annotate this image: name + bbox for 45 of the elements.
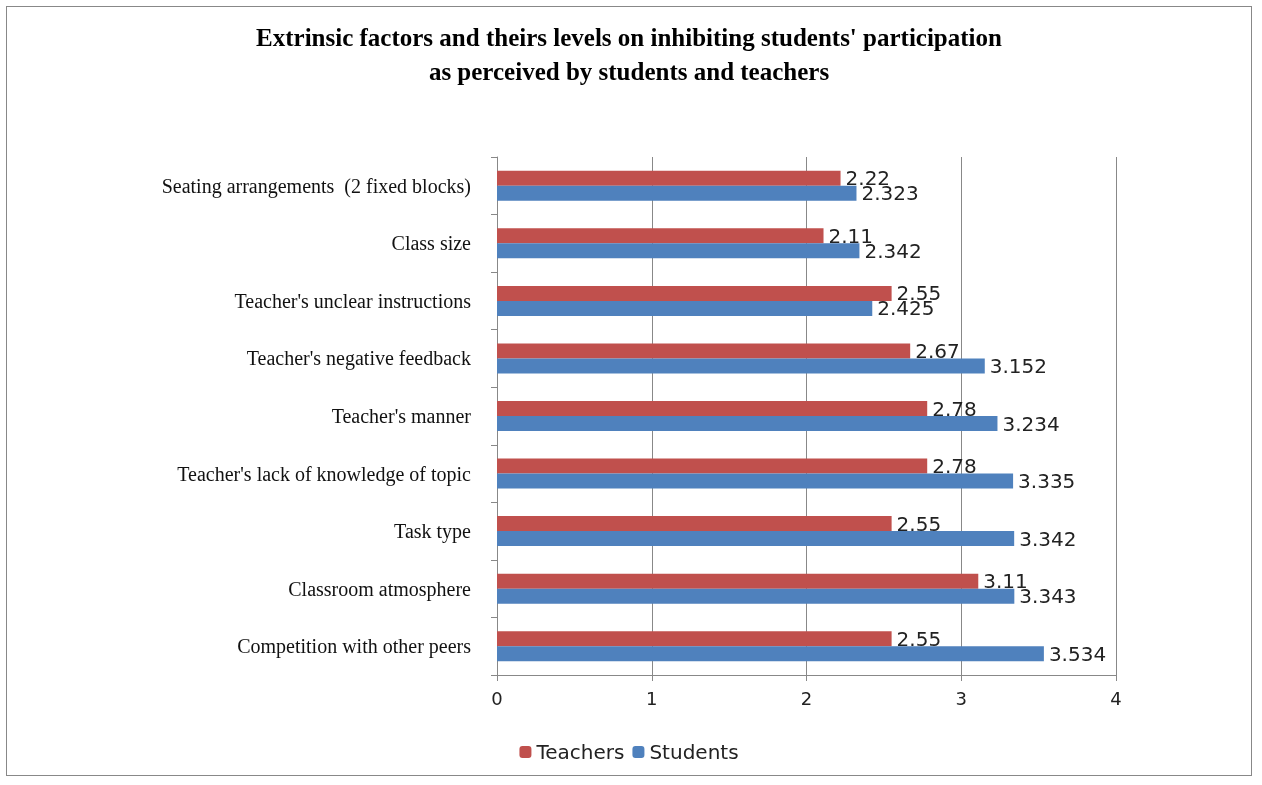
bar <box>497 228 824 244</box>
bar <box>497 358 985 374</box>
y-tick-label: Classroom atmosphere <box>288 577 472 601</box>
bar <box>497 531 1015 547</box>
bar <box>497 516 892 532</box>
x-tick-label: 2 <box>800 687 813 709</box>
y-tick-label: Teacher's unclear instructions <box>234 289 472 312</box>
y-tick-label: Task type <box>394 520 472 544</box>
bar <box>497 573 979 589</box>
bar <box>497 646 1044 662</box>
chart-title: Extrinsic factors and theirs levels on inhibiting students' participation as perceived by students and teachers <box>256 23 1003 85</box>
x-tick-label: 4 <box>1110 687 1122 709</box>
y-tick-label: Competition with other peers <box>237 635 472 659</box>
data-label: 2.55 <box>896 626 942 651</box>
bar <box>497 300 873 316</box>
y-tick-label: Teacher's negative feedback <box>246 347 471 371</box>
bar <box>497 458 928 474</box>
bar <box>497 243 860 259</box>
y-tick-label: Teacher's manner <box>331 405 472 427</box>
bar <box>497 343 911 359</box>
y-tick-label: Class size <box>391 232 472 255</box>
data-label: 3.152 <box>989 353 1048 378</box>
legend-label: Teachers <box>535 740 625 764</box>
x-tick-label: 3 <box>955 687 967 709</box>
data-label: 2.55 <box>896 511 942 536</box>
bar <box>497 185 857 201</box>
bar <box>497 588 1015 604</box>
x-tick-label: 0 <box>491 687 503 709</box>
data-label: 3.335 <box>1018 469 1076 494</box>
data-label: 2.78 <box>932 454 977 479</box>
bar <box>497 631 892 647</box>
y-tick-label: Teacher's lack of knowledge of topic <box>177 462 472 486</box>
data-label: 3.342 <box>1019 526 1077 551</box>
bar <box>497 170 841 186</box>
bar <box>497 416 998 431</box>
data-label: 3.534 <box>1048 641 1107 666</box>
legend-label: Students <box>649 740 739 764</box>
bar <box>497 473 1014 489</box>
data-label: 2.78 <box>932 396 977 421</box>
data-label: 3.234 <box>1002 411 1060 436</box>
y-tick-label: Seating arrangements (2 fixed blocks) <box>161 174 471 198</box>
data-label: 2.67 <box>915 338 960 363</box>
bar <box>497 401 928 416</box>
bar <box>497 285 892 301</box>
x-tick-label: 1 <box>646 687 658 709</box>
